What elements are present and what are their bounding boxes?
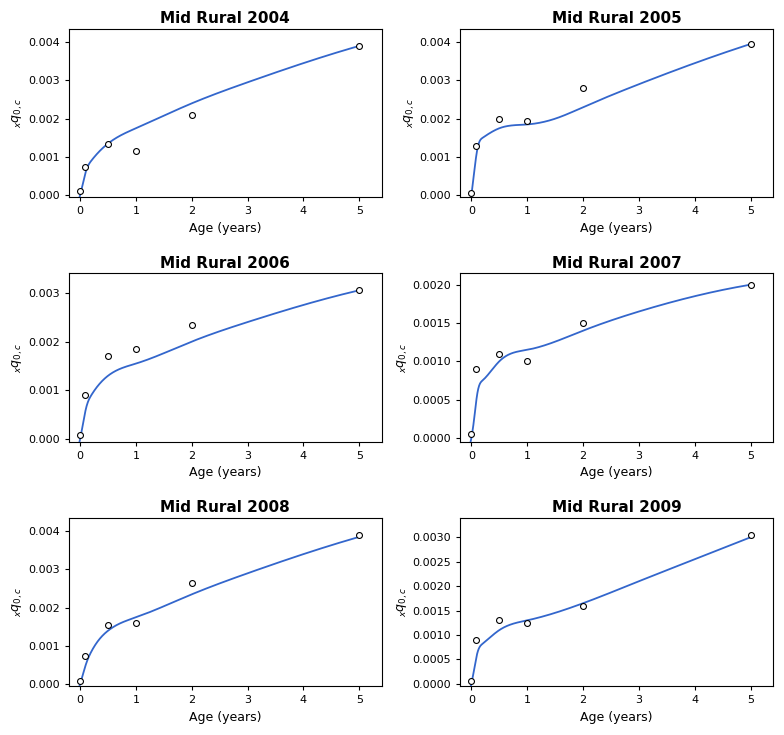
Point bbox=[129, 146, 142, 157]
X-axis label: Age (years): Age (years) bbox=[580, 711, 653, 724]
Y-axis label: $_x\mathit{q}_{0,c}$: $_x\mathit{q}_{0,c}$ bbox=[395, 587, 410, 617]
Y-axis label: $_x\mathit{q}_{0,c}$: $_x\mathit{q}_{0,c}$ bbox=[11, 343, 25, 373]
Title: Mid Rural 2006: Mid Rural 2006 bbox=[160, 256, 290, 270]
Point bbox=[744, 38, 757, 50]
Point bbox=[102, 351, 114, 362]
Point bbox=[465, 675, 477, 687]
Point bbox=[470, 634, 482, 646]
Y-axis label: $_x\mathit{q}_{0,c}$: $_x\mathit{q}_{0,c}$ bbox=[11, 98, 25, 128]
Point bbox=[74, 429, 86, 441]
Point bbox=[186, 577, 198, 589]
Point bbox=[78, 390, 91, 401]
Title: Mid Rural 2005: Mid Rural 2005 bbox=[552, 11, 681, 26]
Title: Mid Rural 2007: Mid Rural 2007 bbox=[552, 256, 681, 270]
X-axis label: Age (years): Age (years) bbox=[580, 222, 653, 234]
Point bbox=[129, 617, 142, 629]
X-axis label: Age (years): Age (years) bbox=[189, 466, 261, 479]
Title: Mid Rural 2009: Mid Rural 2009 bbox=[552, 501, 681, 515]
Point bbox=[744, 529, 757, 541]
Point bbox=[186, 109, 198, 121]
Point bbox=[186, 319, 198, 331]
Point bbox=[353, 40, 365, 51]
Point bbox=[470, 140, 482, 151]
X-axis label: Age (years): Age (years) bbox=[189, 222, 261, 234]
Point bbox=[78, 650, 91, 662]
Y-axis label: $_x\mathit{q}_{0,c}$: $_x\mathit{q}_{0,c}$ bbox=[402, 98, 416, 128]
Point bbox=[129, 343, 142, 355]
Point bbox=[577, 600, 590, 612]
Point bbox=[353, 284, 365, 296]
Point bbox=[470, 363, 482, 375]
Title: Mid Rural 2008: Mid Rural 2008 bbox=[161, 501, 290, 515]
Point bbox=[493, 614, 506, 626]
X-axis label: Age (years): Age (years) bbox=[189, 711, 261, 724]
Point bbox=[102, 619, 114, 631]
Point bbox=[78, 161, 91, 173]
Point bbox=[465, 429, 477, 440]
Point bbox=[521, 115, 533, 126]
Point bbox=[74, 675, 86, 687]
Title: Mid Rural 2004: Mid Rural 2004 bbox=[161, 11, 290, 26]
Point bbox=[521, 356, 533, 368]
Point bbox=[465, 187, 477, 199]
Point bbox=[353, 529, 365, 541]
Point bbox=[521, 617, 533, 628]
Y-axis label: $_x\mathit{q}_{0,c}$: $_x\mathit{q}_{0,c}$ bbox=[11, 587, 25, 617]
Y-axis label: $_x\mathit{q}_{0,c}$: $_x\mathit{q}_{0,c}$ bbox=[395, 343, 410, 373]
X-axis label: Age (years): Age (years) bbox=[580, 466, 653, 479]
Point bbox=[577, 82, 590, 94]
Point bbox=[493, 348, 506, 359]
Point bbox=[744, 279, 757, 290]
Point bbox=[74, 186, 86, 198]
Point bbox=[102, 137, 114, 149]
Point bbox=[493, 112, 506, 124]
Point bbox=[577, 317, 590, 329]
